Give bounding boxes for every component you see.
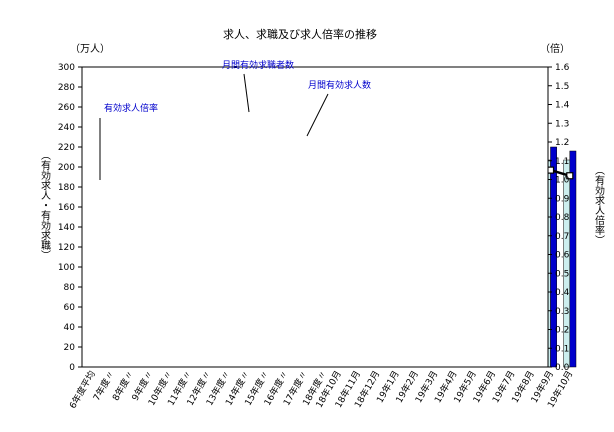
bar-job-openings bbox=[563, 159, 571, 368]
left-tick-label: 200 bbox=[58, 163, 75, 173]
left-tick-label: 40 bbox=[64, 323, 76, 333]
plot-area-frame bbox=[81, 66, 549, 368]
right-tick-label: 0.0 bbox=[555, 363, 570, 373]
axes-layer: 0 20 40 60 80 100 120 140 160 180 200 220 240 260 280 3… bbox=[58, 63, 576, 411]
right-tick-label: 1.5 bbox=[555, 82, 569, 92]
bar-job-seekers bbox=[550, 146, 557, 368]
left-tick-label: 180 bbox=[58, 183, 75, 193]
right-tick-label: 1.4 bbox=[555, 101, 570, 111]
left-axis-label: （有効求人・有効求職） bbox=[39, 150, 51, 260]
left-unit-label: （万人） bbox=[70, 43, 110, 55]
bar-job-seekers bbox=[569, 150, 577, 368]
left-tick-label: 280 bbox=[58, 83, 75, 93]
chart-title: 求人、求職及び求人倍率の推移 bbox=[223, 27, 377, 41]
left-tick-label: 220 bbox=[58, 143, 75, 153]
right-tick-label: 1.0 bbox=[555, 176, 570, 186]
left-tick-label: 260 bbox=[58, 103, 75, 113]
right-tick-label: 0.9 bbox=[555, 194, 570, 204]
left-tick-label: 60 bbox=[64, 303, 76, 313]
right-tick-label: 1.2 bbox=[555, 138, 569, 148]
annotation-seekers: 月間有効求職者数 bbox=[222, 59, 294, 71]
annotation-openings: 月間有効求人数 bbox=[308, 79, 371, 91]
category-label: 6年度平均 bbox=[67, 369, 98, 411]
left-tick-label: 20 bbox=[64, 343, 76, 353]
left-tick-label: 80 bbox=[64, 283, 76, 293]
annotation-seekers-leader bbox=[243, 73, 250, 113]
right-axis-label: （有効求人倍率） bbox=[593, 165, 605, 245]
left-tick-label: 0 bbox=[69, 363, 75, 373]
left-tick-label: 300 bbox=[58, 63, 75, 73]
annotation-ratio: 有効求人倍率 bbox=[104, 102, 158, 114]
right-tick-label: 0.6 bbox=[555, 251, 570, 261]
right-tick-label: 1.1 bbox=[555, 157, 569, 167]
left-tick-label: 100 bbox=[58, 263, 75, 273]
right-tick-label: 0.5 bbox=[555, 269, 569, 279]
right-tick-label: 0.2 bbox=[555, 326, 569, 336]
annotation-openings-leader bbox=[306, 93, 329, 137]
right-tick-label: 0.8 bbox=[555, 213, 570, 223]
right-unit-label: （倍） bbox=[540, 42, 570, 55]
right-tick-label: 0.4 bbox=[555, 288, 570, 298]
right-tick-label: 1.3 bbox=[555, 119, 569, 129]
left-tick-label: 140 bbox=[58, 223, 75, 233]
right-tick-label: 0.1 bbox=[555, 344, 569, 354]
ratio-point bbox=[566, 172, 574, 180]
left-tick-label: 240 bbox=[58, 123, 75, 133]
right-tick-label: 0.3 bbox=[555, 307, 569, 317]
left-tick-label: 160 bbox=[58, 203, 75, 213]
right-tick-label: 0.7 bbox=[555, 232, 569, 242]
right-tick-label: 1.6 bbox=[555, 63, 570, 73]
left-tick-label: 120 bbox=[58, 243, 75, 253]
